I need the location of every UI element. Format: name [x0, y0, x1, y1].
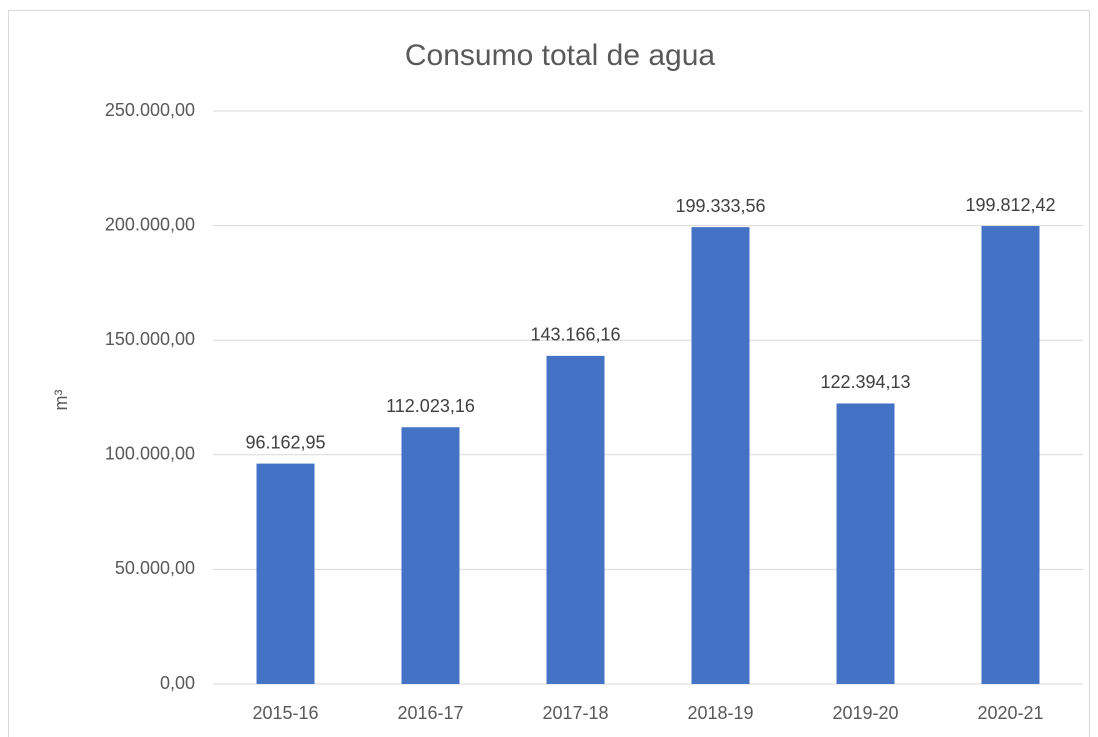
y-tick-label: 50.000,00	[115, 558, 195, 578]
y-axis-label: m³	[51, 390, 71, 411]
bar	[836, 403, 895, 684]
y-tick-label: 150.000,00	[105, 329, 195, 349]
data-label: 143.166,16	[530, 325, 620, 345]
x-tick-label: 2019-20	[832, 703, 898, 723]
data-label: 199.812,42	[965, 195, 1055, 215]
x-tick-label: 2016-17	[397, 703, 463, 723]
x-tick-label: 2018-19	[687, 703, 753, 723]
bar	[256, 463, 315, 684]
y-tick-label: 250.000,00	[105, 100, 195, 120]
data-label: 96.162,95	[245, 432, 325, 452]
chart-title: Consumo total de agua	[405, 39, 716, 72]
data-label: 199.333,56	[675, 196, 765, 216]
bar	[401, 427, 460, 684]
bar	[691, 227, 750, 684]
bar	[981, 226, 1040, 684]
data-label: 112.023,16	[386, 396, 475, 416]
data-label: 122.394,13	[820, 372, 910, 392]
x-tick-label: 2017-18	[542, 703, 608, 723]
x-tick-label: 2020-21	[977, 703, 1043, 723]
bar	[546, 355, 605, 684]
x-tick-label: 2015-16	[252, 703, 318, 723]
y-tick-label: 100.000,00	[105, 444, 195, 464]
y-tick-label: 200.000,00	[105, 214, 195, 234]
y-tick-label: 0,00	[160, 673, 195, 693]
